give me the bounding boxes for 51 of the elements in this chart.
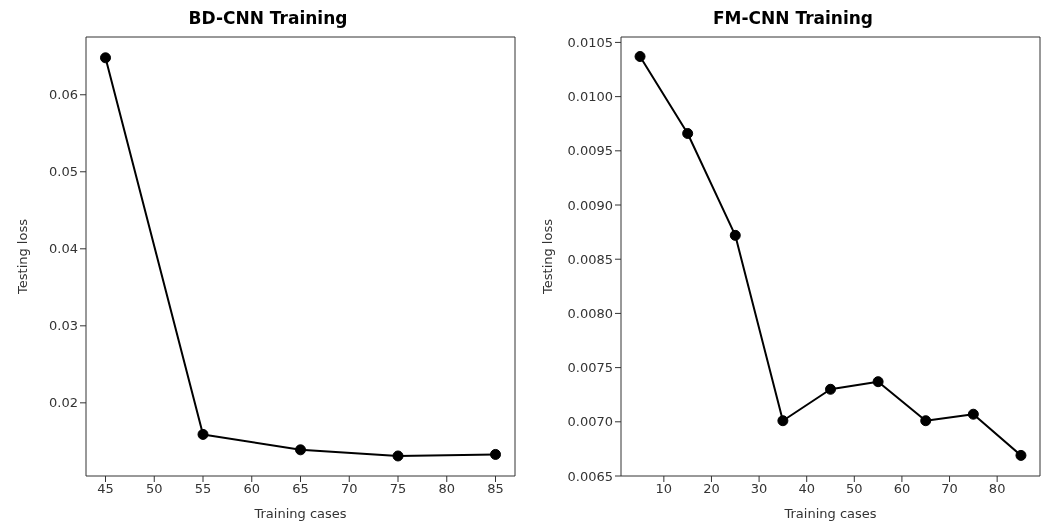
x-tick-label: 65	[292, 481, 309, 497]
x-tick-label: 40	[798, 481, 815, 497]
point	[967, 408, 979, 420]
chart-title: BD-CNN Training	[187, 8, 349, 30]
point	[634, 51, 646, 63]
y-tick-label: 0.03	[49, 318, 78, 334]
point	[682, 127, 694, 139]
chart-title: FM-CNN Training	[711, 8, 875, 30]
y-tick-label: 0.0095	[567, 143, 613, 159]
point	[920, 415, 932, 427]
y-tick-label: 0.0075	[567, 360, 613, 376]
y-tick-label: 0.0080	[567, 306, 613, 322]
y-tick-label: 0.0100	[567, 89, 613, 105]
y-axis-title: Testing loss	[539, 218, 555, 295]
point	[100, 52, 111, 64]
point	[777, 415, 789, 427]
x-tick-label: 10	[655, 481, 673, 497]
y-tick-label: 0.0070	[567, 414, 613, 430]
y-tick-label: 0.02	[49, 395, 78, 411]
x-tick-label: 80	[438, 481, 456, 497]
x-tick-label: 60	[243, 481, 261, 497]
y-tick-label: 0.0105	[567, 35, 613, 51]
y-tick-label: 0.0065	[567, 468, 613, 484]
x-tick-label: 80	[988, 481, 1006, 497]
point	[872, 376, 884, 388]
x-axis-title: Training cases	[783, 506, 877, 521]
point	[295, 444, 306, 456]
x-axis-title: Training cases	[253, 506, 347, 521]
y-tick-label: 0.04	[49, 241, 78, 257]
x-tick-label: 20	[703, 481, 720, 497]
point	[729, 229, 741, 241]
x-tick-label: 70	[340, 481, 358, 497]
x-tick-label: 30	[750, 481, 768, 497]
y-tick-label: 0.05	[49, 164, 78, 180]
y-axis-title: Testing loss	[14, 218, 30, 295]
x-tick-label: 45	[97, 481, 114, 497]
point	[490, 448, 501, 460]
x-tick-label: 50	[145, 481, 163, 497]
x-tick-label: 75	[389, 481, 407, 497]
x-tick-label: 55	[194, 481, 212, 497]
point	[825, 383, 836, 395]
y-tick-label: 0.0085	[567, 251, 613, 267]
x-tick-label: 85	[487, 481, 504, 497]
point	[1015, 449, 1027, 461]
point	[392, 450, 404, 462]
x-tick-label: 60	[893, 481, 911, 497]
x-tick-label: 70	[941, 481, 958, 497]
point	[197, 428, 209, 440]
y-tick-label: 0.0090	[567, 197, 613, 213]
y-tick-label: 0.06	[49, 87, 78, 103]
x-tick-label: 50	[846, 481, 863, 497]
